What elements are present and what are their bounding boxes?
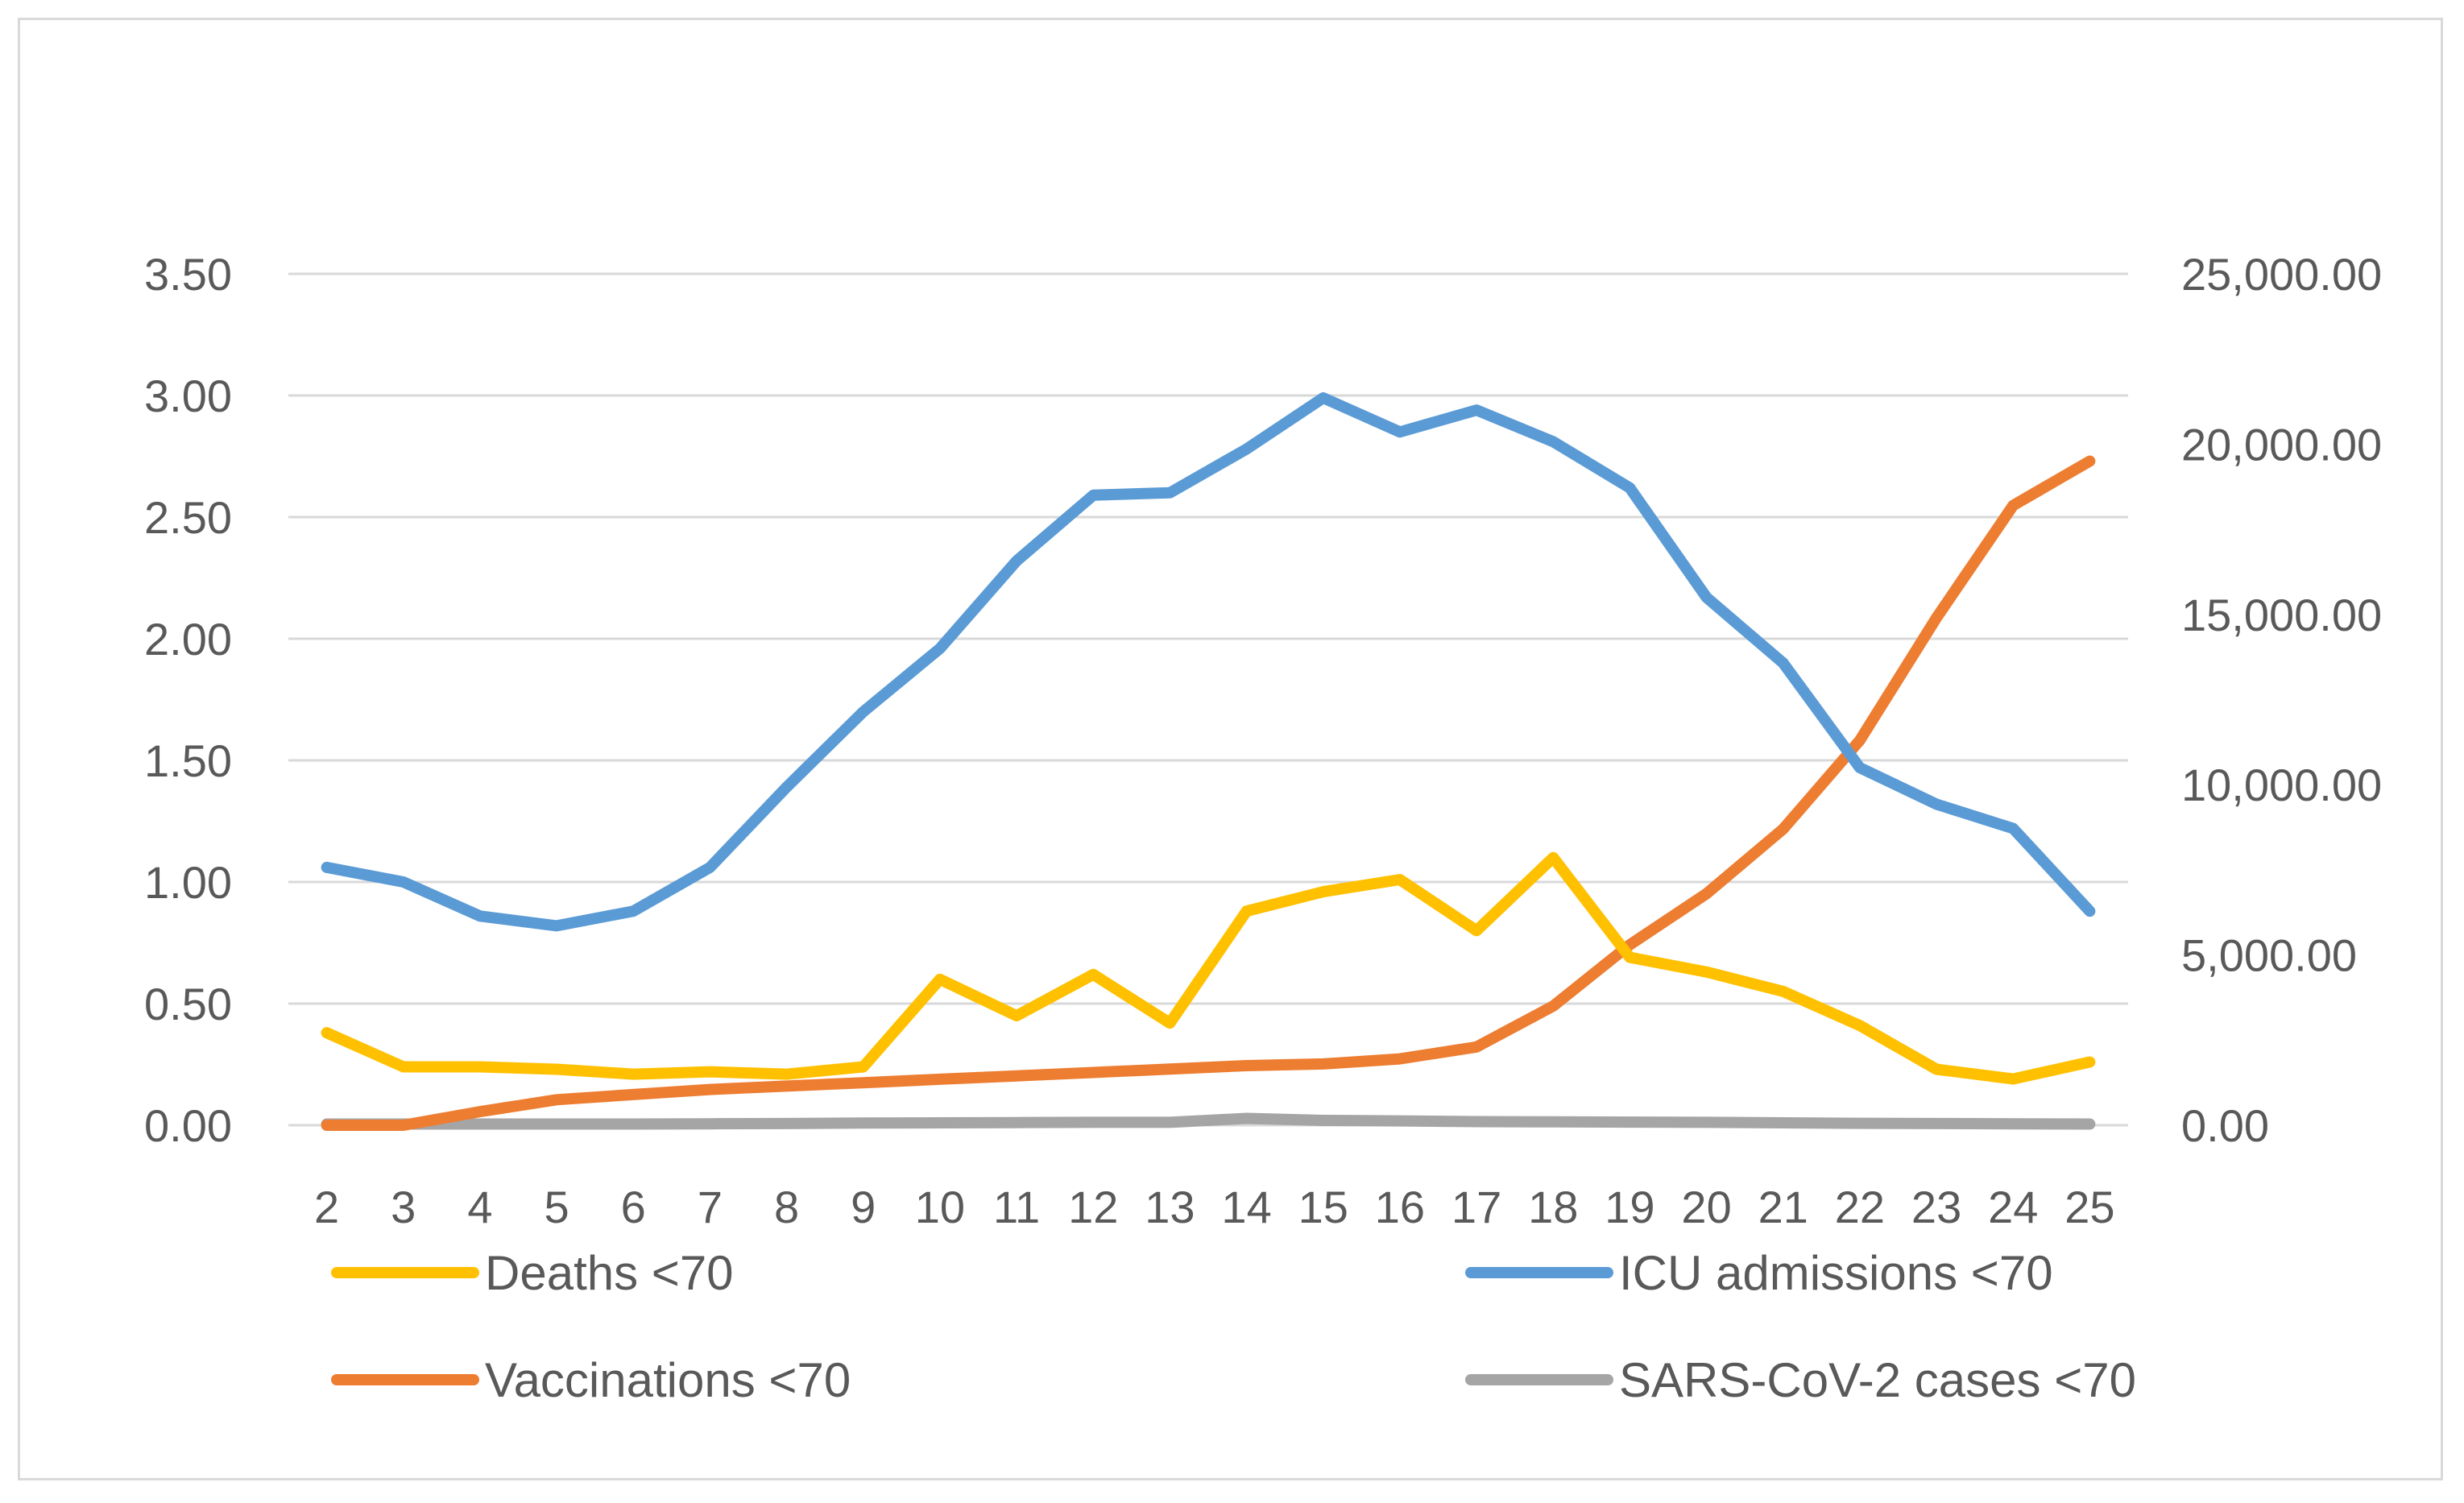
- legend-label-icu-admissions-70: ICU admissions <70: [1619, 1246, 2053, 1300]
- x-tick-label: 10: [915, 1182, 965, 1232]
- x-tick-label: 18: [1528, 1182, 1578, 1232]
- legend-label-vaccinations-70: Vaccinations <70: [485, 1353, 851, 1407]
- x-tick-label: 19: [1605, 1182, 1654, 1232]
- legend-label-deaths-70: Deaths <70: [485, 1246, 734, 1300]
- x-tick-label: 14: [1221, 1182, 1271, 1232]
- x-tick-label: 4: [467, 1182, 492, 1232]
- right-axis-ticks: 0.00 5,000.00 10,000.00 15,000.00 20,000.00 2…: [2181, 249, 2382, 1151]
- left-tick-label: 0.50: [144, 979, 232, 1029]
- x-tick-label: 20: [1681, 1182, 1731, 1232]
- right-tick-label: 10,000.00: [2181, 760, 2382, 810]
- x-tick-label: 9: [851, 1182, 876, 1232]
- x-tick-label: 3: [391, 1182, 416, 1232]
- x-tick-label: 12: [1068, 1182, 1118, 1232]
- left-tick-label: 3.50: [144, 249, 232, 300]
- right-tick-label: 15,000.00: [2181, 590, 2382, 640]
- left-tick-label: 2.50: [144, 492, 232, 543]
- right-tick-label: 5,000.00: [2181, 930, 2357, 981]
- x-tick-label: 2: [314, 1182, 339, 1232]
- series-line-sars-cov-2-cases-70: [321, 1112, 2096, 1130]
- x-tick-label: 16: [1375, 1182, 1425, 1232]
- x-tick-label: 11: [993, 1182, 1040, 1232]
- right-tick-label: 25,000.00: [2181, 249, 2382, 300]
- left-tick-label: 3.00: [144, 371, 232, 421]
- x-tick-label: 21: [1758, 1182, 1808, 1232]
- left-tick-label: 0.00: [144, 1100, 232, 1151]
- x-tick-label: 13: [1145, 1182, 1195, 1232]
- left-tick-label: 1.00: [144, 857, 232, 908]
- legend: Deaths <70 ICU admissions <70 Vaccinations…: [331, 1246, 2136, 1407]
- chart-frame: [18, 18, 2443, 1480]
- x-tick-label: 17: [1451, 1182, 1501, 1232]
- series-line-vaccinations-70: [321, 455, 2096, 1131]
- gridlines: [288, 272, 2128, 1127]
- series-line-icu-admissions-70: [321, 392, 2096, 932]
- x-tick-label: 8: [774, 1182, 799, 1232]
- left-tick-label: 2.00: [144, 614, 232, 665]
- x-tick-label: 6: [621, 1182, 646, 1232]
- series-line-deaths-70: [321, 851, 2096, 1085]
- x-tick-label: 15: [1298, 1182, 1348, 1232]
- x-axis-ticks: 2 3 4 5 6 7 8 9 10 11 12 13 14 15 16 17 18 19 20 21 22 23 24 25: [314, 1182, 2115, 1232]
- x-tick-label: 7: [698, 1182, 723, 1232]
- right-tick-label: 20,000.00: [2181, 419, 2382, 470]
- left-tick-label: 1.50: [144, 735, 232, 786]
- right-tick-label: 0.00: [2181, 1100, 2269, 1151]
- x-tick-label: 5: [545, 1182, 569, 1232]
- left-axis-ticks: 0.00 0.50 1.00 1.50 2.00 2.50 3.00 3.50: [144, 249, 232, 1151]
- x-tick-label: 22: [1835, 1182, 1885, 1232]
- legend-label-sars-cov-2-cases-70: SARS-CoV-2 cases <70: [1619, 1353, 2136, 1407]
- x-tick-label: 24: [1988, 1182, 2038, 1232]
- x-tick-label: 23: [1911, 1182, 1961, 1232]
- series-lines: [321, 392, 2096, 1131]
- x-tick-label: 25: [2064, 1182, 2114, 1232]
